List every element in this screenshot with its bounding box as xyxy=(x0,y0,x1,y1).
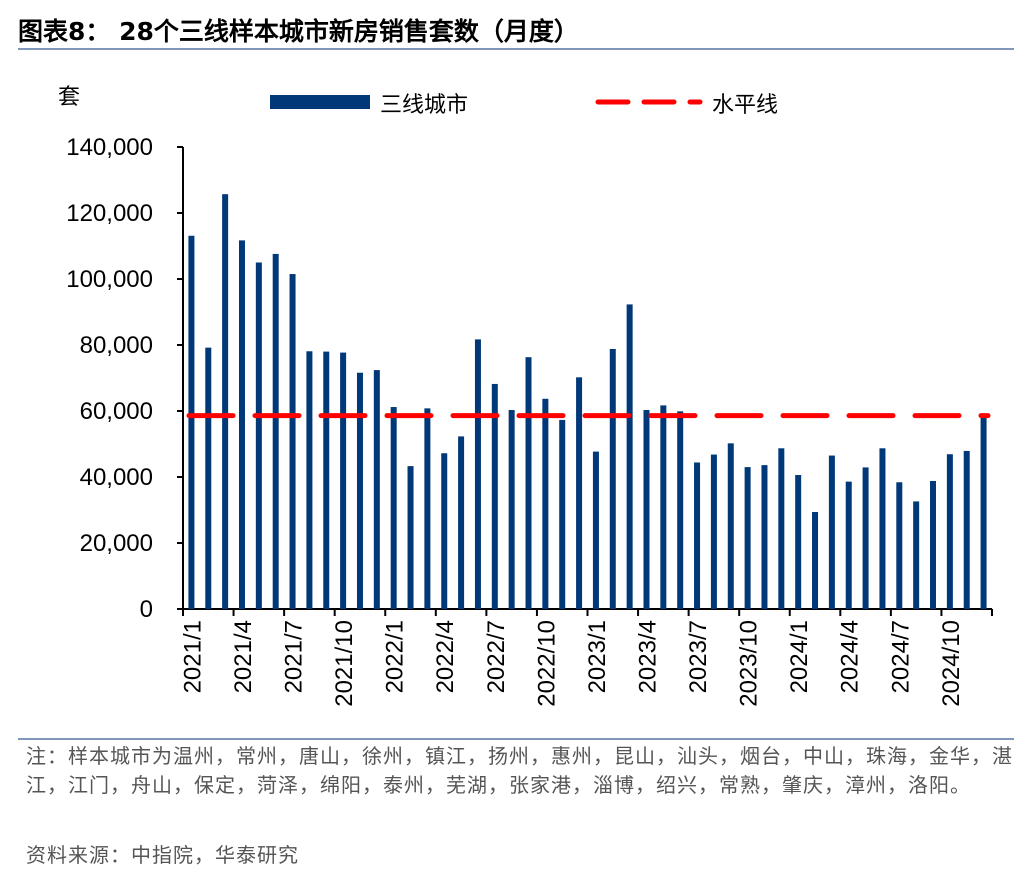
bar xyxy=(913,501,920,609)
y-tick-label: 60,000 xyxy=(80,398,153,425)
y-tick-label: 100,000 xyxy=(66,266,153,293)
x-tick-label: 2022/7 xyxy=(483,620,510,693)
bar xyxy=(222,194,229,609)
bar xyxy=(694,462,701,609)
bar xyxy=(272,253,279,610)
bar xyxy=(896,482,903,609)
bar xyxy=(323,351,330,609)
legend-bar-swatch xyxy=(270,95,370,109)
bar xyxy=(474,339,481,609)
bar xyxy=(491,383,498,609)
bar xyxy=(727,443,734,609)
bar xyxy=(289,274,296,609)
bar xyxy=(828,455,835,609)
bar xyxy=(441,453,448,609)
bar xyxy=(660,405,667,609)
bar xyxy=(542,398,549,609)
x-tick-label: 2022/1 xyxy=(382,620,409,693)
bar xyxy=(576,377,583,609)
bar xyxy=(879,448,886,609)
bar xyxy=(306,351,313,609)
x-tick-label: 2022/4 xyxy=(432,620,459,693)
bar xyxy=(677,411,684,609)
bar xyxy=(795,475,802,609)
bar xyxy=(205,347,212,609)
bar xyxy=(255,262,262,609)
bar-chart: 套 三线城市 水平线 0 20,000 40,000 60,000 80,000 100,… xyxy=(58,85,993,707)
bar xyxy=(980,415,987,609)
x-tick-label: 2023/10 xyxy=(736,620,763,707)
bar xyxy=(390,407,397,609)
bar xyxy=(508,410,515,609)
x-tick-label: 2024/7 xyxy=(887,620,914,693)
bar xyxy=(559,419,566,609)
bar xyxy=(525,357,532,609)
y-axis-unit: 套 xyxy=(58,85,80,110)
bar xyxy=(845,481,852,609)
bar xyxy=(373,370,380,609)
x-tick-label: 2021/1 xyxy=(179,620,206,693)
bar xyxy=(744,467,751,609)
bar xyxy=(963,450,970,609)
source-note: 资料来源：中指院，华泰研究 xyxy=(26,843,299,867)
bar xyxy=(238,240,245,609)
legend-bar-label: 三线城市 xyxy=(380,93,468,118)
y-tick-label: 120,000 xyxy=(66,200,153,227)
chart-title: 图表8： 28个三线样本城市新房销售套数（月度） xyxy=(18,17,579,46)
footnote: 注：样本城市为温州，常州，唐山，徐州，镇江，扬州，惠州，昆山，汕头，烟台，中山，… xyxy=(26,744,1013,797)
x-tick-label: 2023/7 xyxy=(685,620,712,693)
bar xyxy=(188,235,195,609)
x-tick-label: 2024/10 xyxy=(938,620,965,707)
bar xyxy=(356,372,363,609)
y-tick-label: 0 xyxy=(140,596,153,623)
bar xyxy=(609,348,616,609)
bar xyxy=(407,466,414,609)
x-tick-label: 2021/10 xyxy=(331,620,358,707)
bar xyxy=(424,408,431,609)
y-tick-label: 40,000 xyxy=(80,464,153,491)
bar xyxy=(458,436,465,609)
footer-divider xyxy=(18,738,1014,740)
bar xyxy=(946,454,953,609)
y-tick-label: 20,000 xyxy=(80,530,153,557)
x-tick-label: 2024/1 xyxy=(786,620,813,693)
x-tick-label: 2021/4 xyxy=(230,620,257,693)
y-tick-label: 140,000 xyxy=(66,134,153,161)
x-tick-label: 2021/7 xyxy=(281,620,308,693)
x-tick-label: 2022/10 xyxy=(533,620,560,707)
bar xyxy=(761,465,768,609)
bar xyxy=(778,448,785,609)
x-tick-label: 2023/4 xyxy=(634,620,661,693)
legend-line-label: 水平线 xyxy=(712,93,778,118)
bar xyxy=(643,410,650,609)
x-tick-label: 2024/4 xyxy=(837,620,864,693)
bar xyxy=(710,454,717,609)
y-tick-label: 80,000 xyxy=(80,332,153,359)
bar xyxy=(862,467,869,609)
bar xyxy=(930,480,937,609)
bar xyxy=(592,451,599,609)
bar xyxy=(340,352,347,609)
bar xyxy=(626,304,633,609)
bar xyxy=(812,511,819,609)
title-divider xyxy=(18,48,1014,50)
x-tick-label: 2023/1 xyxy=(584,620,611,693)
